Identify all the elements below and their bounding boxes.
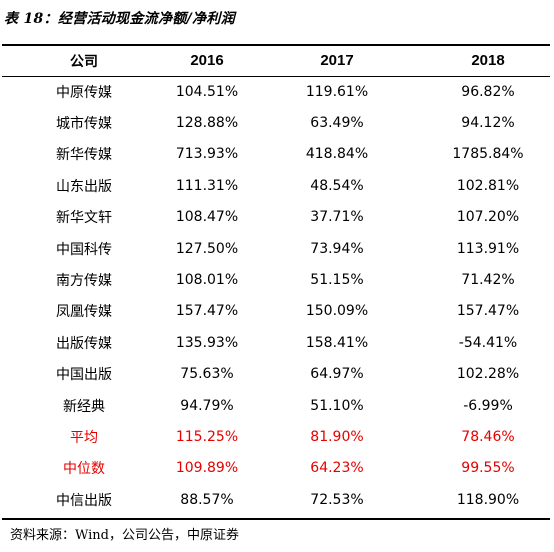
value-2018-cell: 102.28%: [456, 366, 520, 383]
value-2017-cell: 51.10%: [310, 397, 364, 414]
value-2016-cell: 128.88%: [175, 115, 239, 132]
value-2017-cell: 63.49%: [310, 115, 364, 132]
table-row: 平均 115.25% 81.90% 78.46%: [2, 421, 550, 452]
company-cell: 凤凰传媒: [56, 304, 112, 321]
table-row: 凤凰传媒 157.47% 150.09% 157.47%: [2, 296, 550, 327]
value-2018-cell: 94.12%: [461, 115, 515, 132]
bottom-rule: [2, 518, 550, 520]
table-row: 中国科传 127.50% 73.94% 113.91%: [2, 233, 550, 264]
value-2017-cell: 37.71%: [310, 209, 364, 226]
header-2018: 2018: [471, 52, 505, 69]
value-2016-cell: 94.79%: [180, 397, 234, 414]
value-2018-cell: 96.82%: [461, 83, 515, 100]
table-row: 新经典 94.79% 51.10% -6.99%: [2, 390, 550, 421]
value-2018-cell: 99.55%: [461, 460, 515, 477]
value-2017-cell: 150.09%: [305, 303, 369, 320]
table-row: 南方传媒 108.01% 51.15% 71.42%: [2, 264, 550, 295]
table-row: 山东出版 111.31% 48.54% 102.81%: [2, 170, 550, 201]
table-header-row: 公司 2016 2017 2018: [2, 45, 550, 76]
value-2017-cell: 64.97%: [310, 366, 364, 383]
company-cell: 山东出版: [56, 178, 112, 195]
value-2018-cell: 78.46%: [461, 428, 515, 445]
top-rule: [2, 44, 550, 46]
company-cell: 城市传媒: [56, 116, 112, 133]
value-2017-cell: 81.90%: [310, 428, 364, 445]
value-2017-cell: 73.94%: [310, 240, 364, 257]
table-row: 中信出版 88.57% 72.53% 118.90%: [2, 484, 550, 515]
company-cell: 出版传媒: [56, 335, 112, 352]
value-2018-cell: 113.91%: [456, 240, 520, 257]
company-cell: 新华传媒: [56, 147, 112, 164]
value-2018-cell: 1785.84%: [452, 146, 524, 163]
value-2017-cell: 158.41%: [305, 334, 369, 351]
table-row: 中原传媒 104.51% 119.61% 96.82%: [2, 76, 550, 107]
company-cell: 中国科传: [56, 241, 112, 258]
value-2017-cell: 51.15%: [310, 272, 364, 289]
value-2018-cell: 102.81%: [456, 177, 520, 194]
value-2016-cell: 127.50%: [175, 240, 239, 257]
company-cell: 南方传媒: [56, 273, 112, 290]
table-title: 表 18：经营活动现金流净额/净利润: [4, 11, 235, 27]
header-rule: [2, 76, 550, 77]
value-2017-cell: 72.53%: [310, 491, 364, 508]
value-2017-cell: 119.61%: [305, 83, 369, 100]
table-body: 中原传媒 104.51% 119.61% 96.82% 城市传媒 128.88% 63.49…: [2, 76, 550, 515]
value-2016-cell: 713.93%: [175, 146, 239, 163]
header-company: 公司: [70, 53, 98, 70]
source-note: 资料来源：Wind，公司公告，中原证券: [10, 528, 239, 543]
value-2018-cell: -6.99%: [463, 397, 513, 414]
value-2016-cell: 108.47%: [175, 209, 239, 226]
value-2016-cell: 88.57%: [180, 491, 234, 508]
company-cell: 中位数: [63, 461, 105, 478]
value-2018-cell: 118.90%: [456, 491, 520, 508]
value-2016-cell: 108.01%: [175, 272, 239, 289]
company-cell: 平均: [70, 429, 98, 446]
company-cell: 中信出版: [56, 492, 112, 509]
value-2018-cell: 71.42%: [461, 272, 515, 289]
value-2017-cell: 418.84%: [305, 146, 369, 163]
value-2016-cell: 111.31%: [175, 177, 239, 194]
company-cell: 新经典: [63, 398, 105, 415]
table-row: 中位数 109.89% 64.23% 99.55%: [2, 453, 550, 484]
value-2016-cell: 135.93%: [175, 334, 239, 351]
value-2017-cell: 48.54%: [310, 177, 364, 194]
value-2016-cell: 157.47%: [175, 303, 239, 320]
value-2018-cell: 107.20%: [456, 209, 520, 226]
header-2016: 2016: [190, 52, 224, 69]
table-row: 城市传媒 128.88% 63.49% 94.12%: [2, 107, 550, 138]
table-row: 出版传媒 135.93% 158.41% -54.41%: [2, 327, 550, 358]
value-2016-cell: 104.51%: [175, 83, 239, 100]
table-row: 新华文轩 108.47% 37.71% 107.20%: [2, 202, 550, 233]
header-2017: 2017: [320, 52, 354, 69]
company-cell: 中国出版: [56, 367, 112, 384]
table-row: 新华传媒 713.93% 418.84% 1785.84%: [2, 139, 550, 170]
table-row: 中国出版 75.63% 64.97% 102.28%: [2, 359, 550, 390]
value-2018-cell: 157.47%: [456, 303, 520, 320]
value-2016-cell: 109.89%: [175, 460, 239, 477]
company-cell: 新华文轩: [56, 210, 112, 227]
data-table: 公司 2016 2017 2018 中原传媒 104.51% 119.61% 96.8…: [2, 45, 550, 515]
value-2016-cell: 75.63%: [180, 366, 234, 383]
value-2018-cell: -54.41%: [458, 334, 518, 351]
company-cell: 中原传媒: [56, 84, 112, 101]
value-2016-cell: 115.25%: [175, 428, 239, 445]
value-2017-cell: 64.23%: [310, 460, 364, 477]
